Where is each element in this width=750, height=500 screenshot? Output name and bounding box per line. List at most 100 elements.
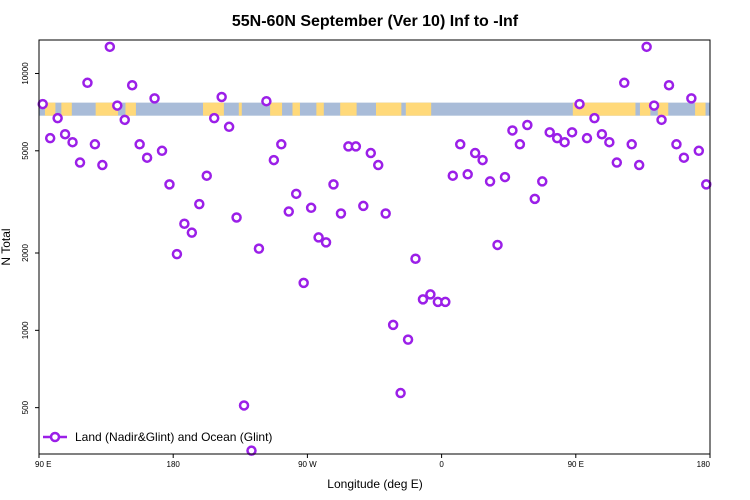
data-point (566, 127, 578, 138)
data-point (656, 114, 667, 126)
data-point (201, 170, 212, 181)
data-point (164, 179, 175, 190)
data-point (37, 98, 48, 110)
data-point (290, 188, 302, 200)
legend-label: Land (Nadir&Glint) and Ocean (Glint) (75, 430, 272, 444)
x-axis: 90 E 180 90 W 0 90 E 180 (35, 454, 711, 469)
data-point (208, 112, 220, 124)
data-point (186, 227, 198, 238)
y-tick-label: 5000 (21, 141, 30, 159)
land-segment (340, 102, 357, 116)
land-segment (203, 102, 224, 116)
data-point (477, 154, 488, 166)
data-point (671, 139, 682, 150)
data-point (231, 212, 242, 223)
land-segment (316, 102, 324, 116)
data-point (179, 218, 190, 229)
data-point (246, 445, 257, 456)
data-point (261, 95, 272, 107)
data-point (447, 170, 459, 181)
land-segment (657, 102, 669, 116)
data-point (134, 139, 145, 150)
data-point (581, 132, 593, 144)
data-point (462, 169, 473, 180)
land-segment (125, 102, 136, 116)
data-point (499, 171, 511, 183)
data-point (358, 200, 369, 212)
data-point (328, 179, 339, 190)
data-point (663, 79, 675, 91)
data-point (544, 127, 555, 138)
data-point (559, 136, 570, 148)
data-point (648, 100, 660, 111)
data-point (82, 77, 93, 89)
data-point (686, 93, 697, 104)
data-point (372, 159, 384, 171)
x-tick-label: 90 E (568, 460, 584, 469)
data-point (626, 139, 637, 150)
data-point (402, 334, 414, 345)
data-point (89, 139, 101, 150)
map-strip (39, 102, 710, 116)
data-point (507, 125, 518, 136)
data-point (223, 121, 235, 133)
data-point (611, 157, 623, 168)
y-tick-label: 10000 (21, 62, 30, 85)
data-point (298, 277, 309, 289)
data-point (529, 193, 541, 205)
data-point (701, 179, 712, 190)
y-tick-label: 1000 (21, 321, 30, 339)
legend-marker (49, 431, 61, 443)
land-segment (270, 102, 283, 116)
land-segment (375, 102, 402, 116)
data-point (276, 139, 287, 150)
data-point (335, 208, 347, 219)
data-point (238, 400, 250, 411)
data-point (514, 139, 526, 150)
data-point (619, 77, 630, 89)
data-point (380, 208, 391, 219)
data-point (112, 100, 123, 111)
data-point (171, 248, 183, 260)
data-point (522, 119, 533, 131)
data-point (216, 91, 227, 103)
x-tick-label: 180 (167, 460, 181, 469)
data-point (440, 296, 451, 308)
x-tick-label: 90 W (298, 460, 317, 469)
data-point (52, 112, 63, 124)
data-point (417, 294, 429, 305)
y-axis-label: N Total (0, 228, 13, 265)
x-axis-label: Longitude (deg E) (327, 477, 422, 491)
x-tick-label: 180 (697, 460, 711, 469)
data-point (156, 145, 168, 157)
data-point (149, 93, 160, 104)
data-point (551, 132, 563, 144)
data-point (283, 206, 295, 217)
data-point (305, 202, 317, 214)
data-point (44, 132, 56, 144)
chart-title: 55N-60N September (Ver 10) Inf to -Inf (232, 13, 519, 30)
land-segment (572, 102, 636, 116)
data-point (492, 239, 503, 251)
land-segment (695, 102, 706, 116)
data-point (59, 128, 71, 140)
y-axis: 500 1000 2000 5000 10000 (21, 62, 39, 414)
data-point (641, 41, 652, 53)
plot-frame (38, 39, 711, 455)
x-tick-label: 90 E (35, 460, 51, 469)
data-point (596, 128, 608, 140)
data-point (74, 157, 86, 168)
data-point (678, 152, 690, 163)
x-tick-label: 0 (439, 460, 444, 469)
data-point (633, 159, 645, 171)
data-point (604, 136, 615, 148)
land-segment (44, 102, 56, 116)
data-point (537, 176, 548, 187)
data-point (119, 114, 130, 126)
data-point (410, 253, 421, 264)
data-point (395, 387, 406, 399)
data-point (425, 289, 436, 300)
data-point (350, 141, 362, 152)
data-point (454, 139, 466, 150)
